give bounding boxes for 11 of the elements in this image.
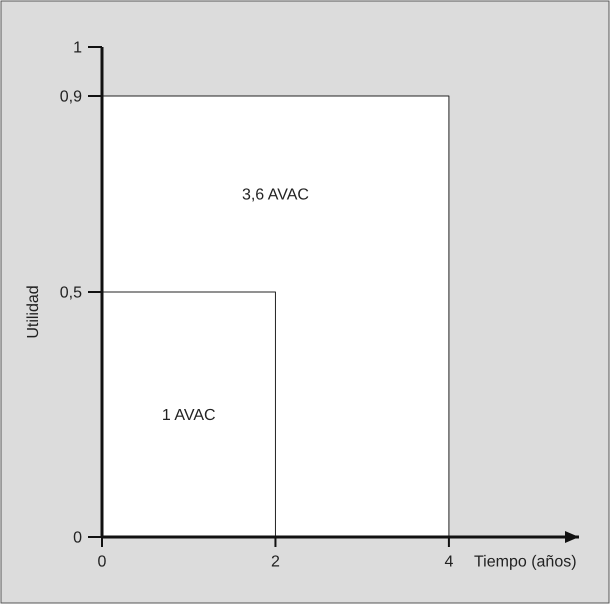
x-axis-title: Tiempo (años) (474, 554, 577, 571)
annotation: 3,6 AVAC (242, 186, 309, 204)
y-tick-label: 0 (73, 530, 82, 547)
y-axis-title: Utilidad (25, 285, 42, 339)
x-tick-label: 0 (98, 554, 107, 571)
x-tick-label: 2 (271, 554, 280, 571)
annotation: 1 AVAC (162, 407, 216, 424)
y-tick-label: 0,5 (60, 284, 82, 302)
y-tick-label: 1 (73, 40, 82, 57)
x-tick-label: 4 (444, 554, 454, 571)
y-tick-label: 0,9 (60, 88, 82, 106)
